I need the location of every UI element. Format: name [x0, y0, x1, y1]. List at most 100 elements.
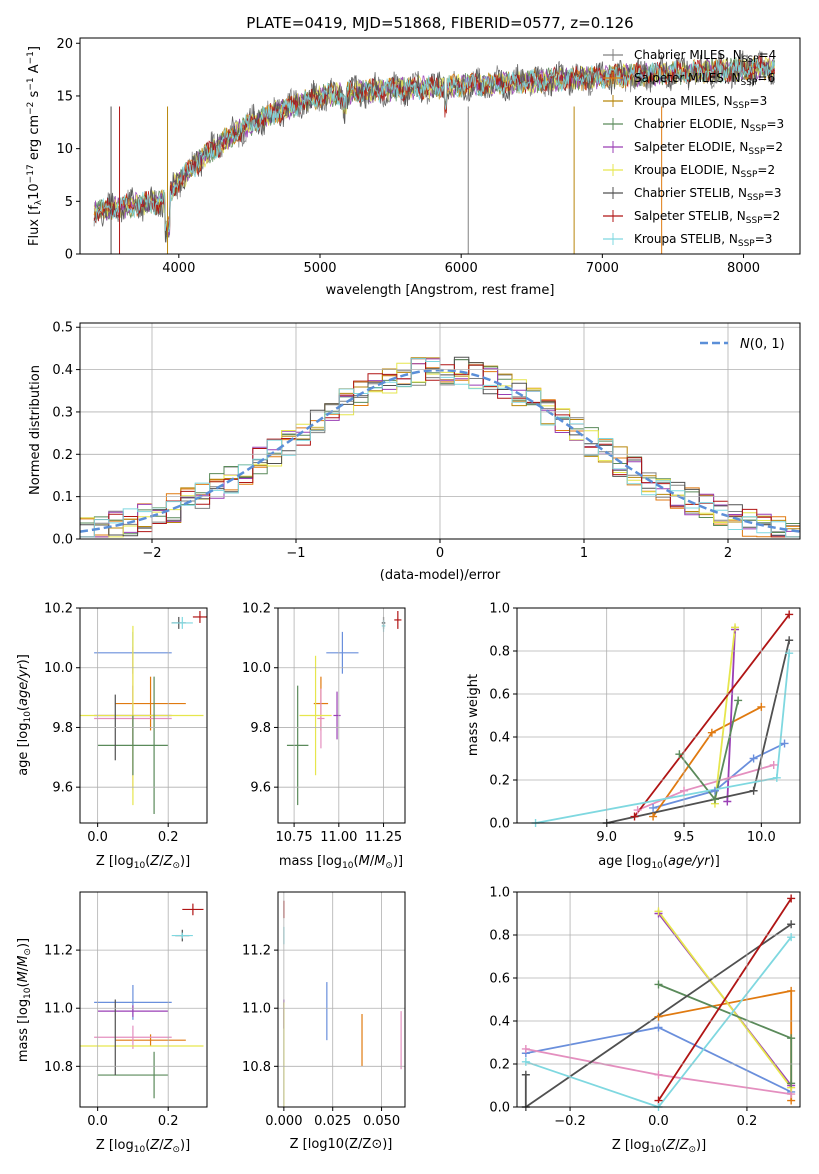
- axes-frame: [79, 322, 801, 540]
- mass-weight-marker: [749, 786, 758, 795]
- y-tick-label: 20: [56, 37, 73, 52]
- y-tick-label: 10.2: [44, 602, 73, 617]
- mass-weight-marker: [521, 1070, 530, 1079]
- residual-xlabel: (data-model)/error: [380, 568, 501, 583]
- age-mass-xlabel: mass [log10(M/M⊙)]: [279, 854, 403, 871]
- mass-weight-marker: [707, 728, 716, 737]
- mw-z-axes: −0.2 0.0 0.2 0.0 0.2 0.4 0.6 0.8 1.0: [489, 886, 801, 1129]
- mass-z-ylabel: mass [log10(M/M⊙)]: [16, 938, 33, 1062]
- spectrum-ylabel: Flux [fλ10−17 erg cm−2 s−1 A−1]: [26, 46, 44, 246]
- mass-weight-marker: [757, 702, 766, 711]
- y-tick-label: 11.2: [242, 944, 271, 959]
- spectrum-xlabel: wavelength [Angstrom, rest frame]: [326, 283, 555, 298]
- x-tick-label: 10.0: [747, 830, 776, 845]
- age-z-axes: 0.0 0.2 9.6 9.8 10.0 10.2: [44, 602, 208, 845]
- mass-weight-line: [657, 898, 792, 1101]
- y-tick-label: 10.2: [242, 602, 271, 617]
- legend-label: Kroupa MILES, NSSP=3: [634, 94, 767, 111]
- y-tick-label: 0.3: [52, 405, 73, 420]
- mass-weight-marker: [649, 803, 658, 812]
- y-tick-label: 0.6: [489, 972, 510, 987]
- mass-weight-marker: [749, 754, 758, 763]
- spectrum-line: [93, 50, 775, 243]
- y-tick-label: 0.4: [489, 731, 510, 746]
- y-tick-label: 11.2: [44, 944, 73, 959]
- residual-axes: −2 −1 0 1 2 0.0 0.1 0.2 0.3 0.4 0.5 N(0, 1): [52, 321, 801, 561]
- mass-weight-marker: [769, 760, 778, 769]
- legend-label: Chabrier STELIB, NSSP=3: [634, 186, 782, 203]
- x-tick-label: 0.0: [87, 1114, 108, 1129]
- y-tick-label: 0.8: [489, 645, 510, 660]
- mass-weight-marker: [787, 920, 796, 929]
- x-tick-label: 7000: [586, 261, 619, 276]
- y-tick-label: 9.6: [250, 781, 271, 796]
- x-tick-label: 5000: [303, 261, 336, 276]
- x-tick-label: 0.2: [158, 830, 179, 845]
- mass-weight-marker: [780, 739, 789, 748]
- histogram-step: [80, 358, 800, 538]
- age-z-xlabel: Z [log10(Z/Z⊙)]: [96, 854, 190, 871]
- y-tick-label: 0.6: [489, 688, 510, 703]
- y-tick-label: 10.0: [242, 661, 271, 676]
- spectrum-title: PLATE=0419, MJD=51868, FIBERID=0577, z=0…: [246, 14, 633, 32]
- y-tick-label: 0.0: [489, 817, 510, 832]
- y-tick-label: 0.2: [52, 448, 73, 463]
- mass-weight-marker: [787, 894, 796, 903]
- mass-weight-marker: [680, 786, 689, 795]
- x-tick-label: 1: [580, 546, 588, 561]
- legend-label: Kroupa ELODIE, NSSP=2: [634, 163, 775, 180]
- x-tick-label: 0.2: [737, 1114, 758, 1129]
- mass-weight-line: [535, 653, 791, 823]
- mass-ebv-axes-plot: [283, 900, 402, 1107]
- y-tick-label: 0.0: [489, 1101, 510, 1116]
- mass-z-axes-plot: [80, 903, 204, 1099]
- y-tick-label: 11.0: [242, 1002, 271, 1017]
- y-tick-label: 9.8: [250, 721, 271, 736]
- x-tick-label: 10.75: [275, 830, 312, 845]
- mass-weight-marker: [787, 933, 796, 942]
- legend-label: Chabrier MILES, NSSP=4: [634, 48, 776, 65]
- mw-age-xlabel: age [log10(age/yr)]: [598, 854, 720, 871]
- spectrum-axes-plot: [93, 49, 775, 254]
- mass-weight-marker: [787, 1079, 796, 1088]
- mw-age-axes: 9.0 9.5 10.0 0.0 0.2 0.4 0.6 0.8 1.0: [489, 602, 801, 845]
- x-tick-label: −1: [286, 546, 305, 561]
- mass-ebv-axes: 0.000 0.025 0.050 10.8 11.0 11.2: [242, 891, 406, 1129]
- mass-weight-marker: [785, 636, 794, 645]
- mass-weight-marker: [649, 812, 658, 821]
- mass-weight-marker: [772, 773, 781, 782]
- mass-weight-marker: [710, 795, 719, 804]
- mass-weight-marker: [630, 812, 639, 821]
- legend-label: Salpeter STELIB, NSSP=2: [634, 209, 780, 226]
- y-tick-label: 0.4: [489, 1015, 510, 1030]
- mass-weight-line: [633, 613, 790, 818]
- spectrum-line: [93, 57, 775, 233]
- y-tick-label: 9.8: [52, 721, 73, 736]
- y-tick-label: 10.8: [242, 1060, 271, 1075]
- mw-age-axes-plot: [535, 613, 791, 823]
- x-tick-label: −2: [142, 546, 161, 561]
- y-tick-label: 0.5: [52, 321, 73, 336]
- y-tick-label: 10.0: [44, 661, 73, 676]
- x-tick-label: 0.050: [363, 1114, 400, 1129]
- mw-z-xlabel: Z [log10(Z/Z⊙)]: [612, 1138, 706, 1155]
- mass-weight-marker: [787, 1034, 796, 1043]
- axes-frame: [516, 891, 801, 1108]
- mass-z-axes: 0.0 0.2 10.8 11.0 11.2: [44, 891, 208, 1129]
- x-tick-label: −0.2: [554, 1114, 586, 1129]
- mass-weight-line: [714, 627, 736, 804]
- mass-z-xlabel: Z [log10(Z/Z⊙)]: [96, 1138, 190, 1155]
- mass-weight-marker: [787, 986, 796, 995]
- y-tick-label: 15: [56, 89, 73, 104]
- x-tick-label: 0: [436, 546, 444, 561]
- mass-weight-marker: [654, 1023, 663, 1032]
- y-tick-label: 0: [65, 248, 73, 263]
- axes-frame: [277, 607, 406, 824]
- age-z-axes-plot: [80, 610, 207, 815]
- spectrum-axes: 4000 5000 6000 7000 8000 0 5 10 15 20 Chabrier MIL…: [56, 37, 801, 276]
- ebv-xlabel: Z [log10(Z/Z⊙)]: [290, 1137, 393, 1152]
- axes-frame: [79, 37, 801, 255]
- y-tick-label: 9.6: [52, 781, 73, 796]
- mass-weight-marker: [734, 696, 743, 705]
